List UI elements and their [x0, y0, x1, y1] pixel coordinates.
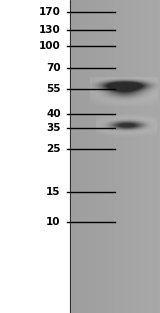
- Text: 40: 40: [46, 109, 61, 119]
- Text: 55: 55: [46, 84, 61, 94]
- Text: 15: 15: [46, 187, 61, 198]
- Text: 25: 25: [46, 144, 61, 154]
- Bar: [70, 0, 160, 313]
- Text: 170: 170: [39, 7, 61, 17]
- Text: 130: 130: [39, 25, 61, 35]
- Text: 35: 35: [46, 123, 61, 133]
- Text: 70: 70: [46, 63, 61, 73]
- Text: 100: 100: [39, 41, 61, 51]
- Text: 10: 10: [46, 217, 61, 227]
